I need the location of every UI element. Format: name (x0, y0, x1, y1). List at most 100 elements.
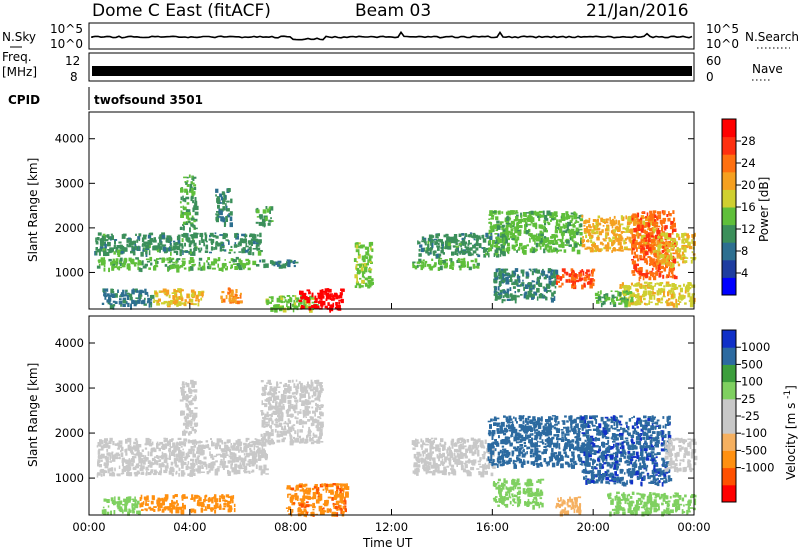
power-cell (570, 230, 572, 234)
power-cell (633, 228, 637, 232)
power-cell (460, 261, 463, 263)
velocity-cell (181, 446, 183, 448)
power-cell (455, 242, 458, 245)
velocity-cell (282, 397, 285, 399)
power-cell (690, 300, 694, 304)
power-cell (523, 287, 525, 291)
power-cell (623, 291, 626, 294)
power-cell (541, 270, 544, 273)
velocity-cell (299, 423, 301, 425)
nsky-panel (89, 23, 694, 49)
power-cell (104, 268, 106, 272)
power-cell (570, 237, 572, 240)
velocity-cell (308, 392, 310, 396)
velocity-cell (147, 500, 149, 502)
power-cell (213, 247, 215, 250)
power-cell (626, 292, 629, 296)
power-cell (180, 188, 183, 193)
power-cell (619, 292, 622, 296)
power-cell (157, 251, 159, 253)
power-cell (555, 226, 557, 230)
power-cell (311, 305, 315, 308)
power-cell (144, 298, 146, 300)
power-cell (666, 302, 669, 306)
power-cell (520, 294, 523, 296)
velocity-cell (268, 406, 270, 410)
power-cell (524, 216, 527, 218)
velocity-cell (248, 443, 251, 446)
power-cell (361, 267, 364, 272)
power-cell (198, 303, 200, 307)
power-cell (644, 282, 648, 284)
power-colorbar-segment (722, 172, 736, 190)
velocity-cell (293, 502, 295, 504)
power-cell (364, 268, 367, 272)
power-cell (170, 242, 172, 245)
velocity-cell (269, 397, 272, 402)
velocity-cell (290, 414, 294, 417)
power-cell (226, 208, 230, 211)
velocity-cell (319, 411, 322, 415)
velocity-cell (140, 468, 142, 472)
power-cell (462, 238, 464, 240)
power-cell (183, 177, 187, 179)
velocity-cell (133, 468, 135, 470)
power-cell (149, 304, 151, 308)
power-cell (245, 246, 249, 248)
power-cell (624, 296, 626, 300)
power-cell (643, 298, 646, 300)
power-cell (440, 250, 444, 254)
power-cell (496, 237, 500, 240)
power-cell (536, 282, 538, 284)
power-cell (490, 244, 494, 247)
power-cell (503, 299, 506, 301)
power-cell (515, 244, 518, 247)
power-cell (124, 258, 126, 261)
power-cell (539, 211, 543, 213)
velocity-cell (230, 497, 234, 501)
power-cell (432, 235, 434, 238)
power-cell (371, 248, 373, 252)
power-cell (225, 219, 228, 222)
power-cell (526, 224, 528, 228)
power-cell (501, 211, 503, 214)
velocity-cell (119, 509, 121, 511)
power-cell (491, 215, 494, 218)
power-cell (542, 242, 546, 245)
velocity-cell (317, 491, 319, 494)
velocity-cell (152, 442, 154, 446)
power-cell (169, 257, 172, 261)
power-cell (181, 289, 184, 291)
power-cell (654, 229, 656, 232)
velocity-cell (115, 456, 119, 459)
beam-label: Beam 03 (355, 1, 431, 21)
power-cell (222, 191, 225, 195)
power-cell (545, 297, 547, 301)
power-cell (200, 298, 202, 301)
velocity-cell (283, 390, 285, 394)
power-y-tick-label: 1000 (55, 265, 84, 279)
power-cell (136, 301, 138, 304)
velocity-cell (110, 460, 112, 463)
power-cell (173, 243, 175, 246)
power-cell (685, 257, 687, 259)
velocity-cell (248, 471, 251, 473)
velocity-cell (300, 498, 303, 500)
power-cell (107, 242, 111, 247)
power-cell (140, 268, 142, 272)
velocity-cell (298, 507, 300, 511)
velocity-cell (228, 501, 232, 504)
velocity-cell (293, 424, 296, 426)
cpid-value: twofsound 3501 (94, 93, 203, 107)
power-cell (678, 285, 681, 287)
power-cell (659, 260, 662, 263)
power-cell (672, 253, 675, 255)
velocity-cell (175, 472, 177, 474)
velocity-cell (335, 506, 338, 510)
power-cell (98, 232, 102, 235)
power-cell (150, 303, 152, 307)
freq-label-line1: Freq. (2, 50, 32, 64)
velocity-cell (159, 448, 162, 452)
power-cell (195, 212, 199, 216)
